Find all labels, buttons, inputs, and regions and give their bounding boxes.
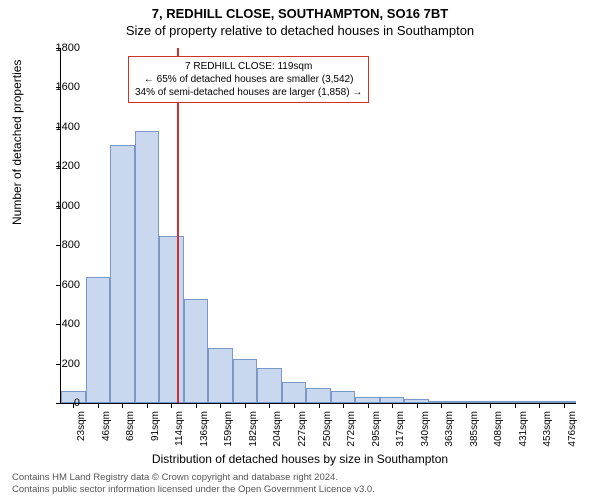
y-tick-label: 1000 [45,200,80,212]
x-tick-mark [466,403,467,408]
title-main: 7, REDHILL CLOSE, SOUTHAMPTON, SO16 7BT [0,0,600,21]
histogram-bar [306,388,331,403]
x-tick-mark [220,403,221,408]
x-axis-label: Distribution of detached houses by size … [0,452,600,466]
histogram-bar [86,277,111,403]
y-tick-label: 0 [45,397,80,409]
x-tick-mark [539,403,540,408]
annotation-box: 7 REDHILL CLOSE: 119sqm← 65% of detached… [128,56,369,103]
histogram-bar [110,145,135,403]
x-tick-label: 340sqm [420,411,431,447]
histogram-bar [135,131,160,403]
x-tick-label: 272sqm [346,411,357,447]
y-tick-label: 600 [45,279,80,291]
x-tick-mark [319,403,320,408]
annotation-line: 34% of semi-detached houses are larger (… [135,86,362,99]
x-tick-mark [196,403,197,408]
histogram-bar [159,236,184,403]
x-tick-label: 91sqm [150,411,161,441]
x-tick-mark [441,403,442,408]
x-tick-label: 431sqm [518,411,529,447]
x-tick-label: 182sqm [248,411,259,447]
x-tick-label: 453sqm [542,411,553,447]
x-tick-mark [515,403,516,408]
histogram-bar [282,382,307,403]
x-tick-mark [122,403,123,408]
x-tick-label: 159sqm [223,411,234,447]
x-tick-mark [343,403,344,408]
x-tick-label: 46sqm [101,411,112,441]
histogram-bar [331,391,356,403]
x-tick-label: 385sqm [469,411,480,447]
footer-attribution: Contains HM Land Registry data © Crown c… [12,472,375,496]
histogram-bar [184,299,209,403]
y-tick-label: 1400 [45,121,80,133]
x-tick-mark [294,403,295,408]
y-tick-label: 1800 [45,42,80,54]
x-tick-label: 136sqm [199,411,210,447]
x-tick-label: 227sqm [297,411,308,447]
footer-line1: Contains HM Land Registry data © Crown c… [12,472,375,484]
y-tick-label: 800 [45,239,80,251]
x-tick-label: 476sqm [567,411,578,447]
histogram-bar [233,359,258,403]
y-tick-label: 400 [45,318,80,330]
x-tick-label: 204sqm [272,411,283,447]
annotation-line: 7 REDHILL CLOSE: 119sqm [135,60,362,73]
title-sub: Size of property relative to detached ho… [0,21,600,38]
y-tick-label: 1200 [45,160,80,172]
x-tick-label: 23sqm [76,411,87,441]
x-tick-mark [490,403,491,408]
x-tick-mark [417,403,418,408]
x-tick-label: 68sqm [125,411,136,441]
x-tick-mark [98,403,99,408]
x-tick-mark [368,403,369,408]
x-tick-mark [392,403,393,408]
x-tick-mark [171,403,172,408]
x-tick-label: 317sqm [395,411,406,447]
y-tick-label: 1600 [45,81,80,93]
x-tick-mark [147,403,148,408]
x-tick-mark [245,403,246,408]
x-tick-label: 114sqm [174,411,185,446]
x-tick-label: 363sqm [444,411,455,447]
annotation-line: ← 65% of detached houses are smaller (3,… [135,73,362,86]
x-tick-mark [564,403,565,408]
footer-line2: Contains public sector information licen… [12,484,375,496]
x-tick-mark [269,403,270,408]
x-tick-label: 295sqm [371,411,382,447]
x-tick-label: 250sqm [322,411,333,447]
x-tick-label: 408sqm [493,411,504,447]
histogram-bar [257,368,282,404]
histogram-bar [208,348,233,403]
y-tick-label: 200 [45,358,80,370]
y-axis-label: Number of detached properties [10,60,24,225]
